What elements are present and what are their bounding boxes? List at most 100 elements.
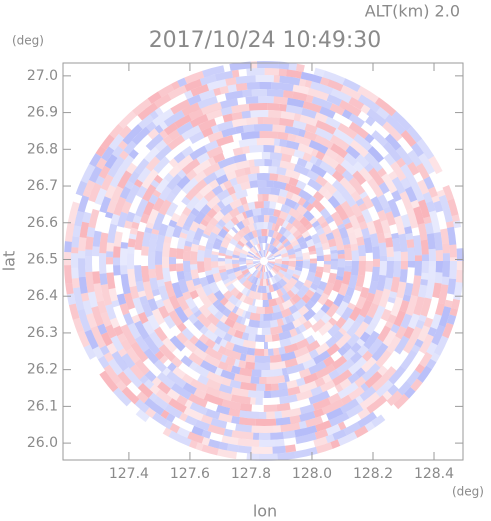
echo-cell <box>447 198 459 217</box>
echo-cell <box>442 253 450 261</box>
echo-cell <box>217 219 227 228</box>
echo-cell <box>356 338 366 347</box>
echo-cell <box>364 371 383 389</box>
echo-cell <box>182 291 192 301</box>
echo-cell <box>99 196 112 214</box>
echo-cell <box>447 226 457 246</box>
echo-cell <box>231 415 241 425</box>
echo-cell <box>287 215 296 225</box>
echo-cell <box>246 68 265 76</box>
echo-cell <box>384 237 394 248</box>
echo-cell <box>211 225 222 236</box>
echo-cell <box>97 355 110 369</box>
echo-cell <box>167 134 186 151</box>
echo-cell <box>134 230 145 251</box>
echo-cell <box>257 215 264 223</box>
echo-cell <box>86 226 96 238</box>
echo-cell <box>278 303 285 312</box>
echo-cell <box>162 242 171 258</box>
echo-cell <box>355 198 365 207</box>
echo-cell <box>181 177 199 195</box>
echo-cell <box>231 305 239 314</box>
echo-cell <box>247 274 255 283</box>
echo-cell <box>217 448 237 460</box>
x-tick-label: 128.4 <box>414 466 454 482</box>
echo-cell <box>232 321 247 333</box>
echo-cell <box>193 347 208 361</box>
echo-cell <box>261 264 264 272</box>
echo-cell <box>172 224 183 239</box>
echo-cell <box>434 272 443 284</box>
echo-cell <box>117 211 128 228</box>
echo-cell <box>273 209 282 218</box>
echo-cell <box>298 189 313 202</box>
echo-cell <box>256 173 270 181</box>
echo-cell <box>368 167 385 186</box>
echo-cell <box>354 285 363 292</box>
echo-cell <box>385 366 397 378</box>
echo-cell <box>240 381 257 391</box>
echo-cell <box>247 223 256 232</box>
echo-cell <box>404 226 413 235</box>
echo-cell <box>181 145 194 158</box>
echo-cell <box>313 350 331 365</box>
echo-cell <box>72 287 85 311</box>
echo-cell <box>315 420 332 432</box>
x-tick-label: 127.4 <box>109 466 149 482</box>
echo-cell <box>159 355 169 364</box>
echo-cell <box>383 206 392 214</box>
echo-cell <box>299 114 318 127</box>
echo-cell <box>211 267 220 275</box>
echo-cell <box>318 232 329 245</box>
echo-cell <box>315 119 337 135</box>
echo-cell <box>64 265 73 285</box>
echo-cell <box>280 267 288 273</box>
echo-cell <box>304 161 314 171</box>
echo-cell <box>99 273 108 286</box>
echo-cell <box>141 169 159 190</box>
echo-cell <box>343 342 352 351</box>
echo-cell <box>402 341 415 354</box>
echo-cell <box>357 94 381 113</box>
echo-cell <box>270 325 284 335</box>
echo-cell <box>203 229 211 236</box>
echo-cell <box>386 335 402 354</box>
echo-cell <box>275 241 283 249</box>
echo-cell <box>225 249 234 257</box>
echo-cell <box>113 171 123 181</box>
echo-cell <box>158 199 172 216</box>
echo-cell <box>158 305 170 319</box>
echo-cell <box>64 251 72 266</box>
echo-cell <box>393 393 410 410</box>
echo-cell <box>388 170 398 181</box>
echo-cell <box>289 332 306 345</box>
echo-cell <box>261 235 266 244</box>
echo-cell <box>382 141 402 162</box>
echo-cell <box>116 154 135 176</box>
echo-cell <box>285 69 302 79</box>
echo-cell <box>241 310 247 318</box>
echo-cell <box>164 420 173 430</box>
echo-cell <box>245 361 256 370</box>
echo-cell <box>274 411 283 419</box>
echo-cell <box>334 204 349 221</box>
echo-cell <box>164 280 176 298</box>
echo-cell <box>423 176 435 190</box>
echo-cell <box>338 283 349 297</box>
echo-cell <box>428 210 441 234</box>
echo-cell <box>266 252 273 259</box>
echo-cell <box>337 253 345 259</box>
echo-cell <box>256 60 279 69</box>
echo-cell <box>363 314 373 325</box>
echo-cell <box>131 126 151 146</box>
echo-cell <box>338 99 362 117</box>
echo-cell <box>189 131 205 145</box>
echo-cell <box>205 241 214 251</box>
echo-cell <box>179 232 188 239</box>
echo-cell <box>202 65 225 78</box>
echo-cell <box>235 212 245 223</box>
echo-cell <box>92 256 99 272</box>
echo-cell <box>216 234 224 242</box>
echo-cell <box>286 268 295 276</box>
echo-cell <box>293 164 310 177</box>
